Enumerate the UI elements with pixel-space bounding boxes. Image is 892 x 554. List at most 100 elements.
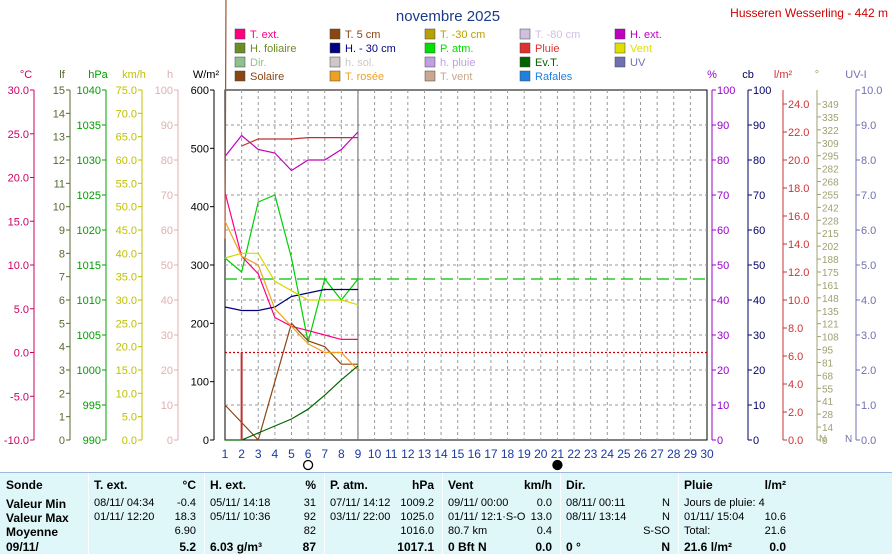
x-tick-label: 27 xyxy=(650,447,664,461)
x-tick-label: 19 xyxy=(517,447,531,461)
table-cell-value: 1016.0 xyxy=(400,525,434,537)
axis-tick-label: 100 xyxy=(191,377,209,389)
axis-n-label: N xyxy=(819,434,826,445)
axis-tick-label: 14 xyxy=(822,423,834,434)
axis-tick-label: 0 xyxy=(753,435,759,447)
axis-tick-label: 400 xyxy=(191,202,209,214)
axis-tick-label: 175 xyxy=(822,268,839,279)
moon-full-marker xyxy=(552,459,563,471)
moon-new-marker xyxy=(302,459,314,471)
table-row-label: Valeur Max xyxy=(6,511,69,525)
axis-tick-label: 40 xyxy=(753,295,765,307)
axis-tick-label: 60 xyxy=(717,225,729,237)
axis-tick-label: 45.0 xyxy=(116,225,137,237)
axis-tick-label: 0 xyxy=(203,435,209,447)
table-cell-value: 82 xyxy=(303,525,316,537)
axis-tick-label: 309 xyxy=(822,139,839,150)
summary-table: Sonde Valeur Min Valeur Max Moyenne 09/11/T.… xyxy=(0,472,892,554)
right-axes: %1009080706050403020100cb100908070605040… xyxy=(707,69,882,447)
axis-tick-label: 81 xyxy=(822,358,834,369)
table-cell-left: 08/11/ 04:34 xyxy=(94,497,155,509)
x-tick-label: 1 xyxy=(222,447,229,461)
legend-label: H. foliaire xyxy=(250,43,296,55)
axis-tick-label: 5.0 xyxy=(861,260,876,272)
x-tick-label: 5 xyxy=(288,447,295,461)
x-tick-label: 28 xyxy=(667,447,681,461)
x-tick-label: 2 xyxy=(238,447,245,461)
legend-swatch xyxy=(614,56,626,68)
axis-tick-label: 50 xyxy=(161,260,173,272)
table-cell-value: N xyxy=(662,511,670,523)
table-cell-value: 21.6 xyxy=(764,525,786,537)
axis-tick-label: 2 xyxy=(59,388,65,400)
legend-label: Solaire xyxy=(250,71,284,83)
table-cell-left: 01/11/ 12:1·S-O xyxy=(448,511,526,523)
station-label: Husseren Wesserling - 442 m xyxy=(730,6,888,20)
x-tick-label: 22 xyxy=(567,447,581,461)
legend-label: P. atm. xyxy=(440,43,473,55)
legend-label: T. rosée xyxy=(345,71,384,83)
x-tick-label: 21 xyxy=(551,447,565,461)
table-unit: °C xyxy=(182,478,196,492)
axis-tick-label: 40 xyxy=(161,295,173,307)
axis-tick-label: 15.0 xyxy=(116,365,137,377)
x-tick-label: 23 xyxy=(584,447,598,461)
table-cell-left: 05/11/ 10:36 xyxy=(210,511,271,523)
axis-tick-label: 1000 xyxy=(77,365,101,377)
axis-tick-label: 10.0 xyxy=(788,295,809,307)
axis-tick-label: 20.0 xyxy=(8,173,29,185)
axis-tick-label: 65.0 xyxy=(116,132,137,144)
legend-label: T. -80 cm xyxy=(535,29,580,41)
x-tick-label: 20 xyxy=(534,447,548,461)
table-cell-value: 1025.0 xyxy=(400,511,434,523)
x-tick-label: 14 xyxy=(434,447,448,461)
table-cell-left: 08/11/ 00:11 xyxy=(566,497,626,509)
axis-tick-label: 9.0 xyxy=(861,120,876,132)
axis-tick-label: 11 xyxy=(54,178,65,190)
x-tick-label: 8 xyxy=(338,447,345,461)
x-tick-label: 13 xyxy=(418,447,432,461)
x-tick-label: 11 xyxy=(385,447,398,461)
axis-tick-label: 1030 xyxy=(77,155,101,167)
table-header: T. ext. xyxy=(94,478,128,492)
axis-tick-label: 322 xyxy=(822,126,839,137)
series-line xyxy=(224,221,359,371)
axis-unit-label: hPa xyxy=(88,69,108,81)
axis-tick-label: 14.0 xyxy=(788,239,809,251)
axis-tick-label: 90 xyxy=(717,120,729,132)
axis-tick-label: 10.0 xyxy=(861,85,882,97)
table-cell-value: 10.6 xyxy=(764,511,786,523)
legend-label: H. ext. xyxy=(630,29,662,41)
legend-swatch xyxy=(614,28,626,40)
table-cell-value: 1009.2 xyxy=(400,497,434,509)
axis-n-label: N xyxy=(845,434,852,445)
legend-label: Vent xyxy=(630,43,652,55)
legend-label: Rafales xyxy=(535,71,573,83)
axis-tick-label: 90 xyxy=(161,120,173,132)
axis-tick-label: 10.0 xyxy=(8,260,29,272)
table-cell-value: 92 xyxy=(303,511,316,523)
axis-tick-label: 10 xyxy=(53,202,65,214)
table-header: Vent xyxy=(448,478,474,492)
axis-tick-label: 990 xyxy=(83,435,101,447)
axis-tick-label: 300 xyxy=(191,260,209,272)
axis-tick-label: -5.0 xyxy=(10,391,29,403)
series-line xyxy=(224,131,359,172)
table-cell-left: 05/11/ 14:18 xyxy=(210,497,271,509)
legend-swatch xyxy=(424,56,436,68)
table-unit: % xyxy=(305,478,316,492)
legend-swatch xyxy=(519,56,531,68)
chart-title: novembre 2025 xyxy=(396,8,500,25)
axis-tick-label: 1010 xyxy=(77,295,101,307)
axis-unit-label: lf xyxy=(59,69,65,81)
axis-tick-label: 100 xyxy=(717,85,735,97)
legend-label: Dir. xyxy=(250,57,267,69)
table-cell-left: 21.6 l/m² xyxy=(684,540,733,554)
table-header: Dir. xyxy=(566,478,586,492)
axis-unit-label: cb xyxy=(742,69,754,81)
axis-tick-label: 9 xyxy=(59,225,65,237)
axis-tick-label: 20.0 xyxy=(788,155,809,167)
axis-tick-label: 2.0 xyxy=(861,365,876,377)
axis-tick-label: 41 xyxy=(822,397,834,408)
axis-tick-label: 1025 xyxy=(77,190,101,202)
